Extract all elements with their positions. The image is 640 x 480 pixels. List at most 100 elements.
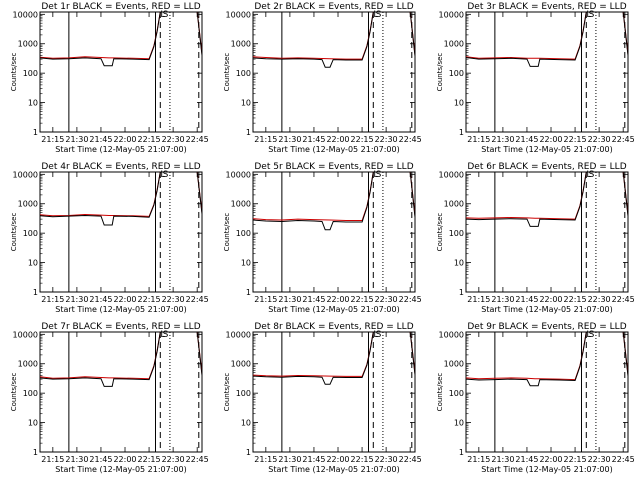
chart-title: Det 8r BLACK = Events, RED = LLD	[254, 322, 413, 332]
y-tick-label: 10000	[226, 10, 251, 19]
marker-label-s: S	[163, 170, 169, 180]
x-tick-label: 22:45	[399, 295, 422, 304]
y-tick-label: 1000	[231, 40, 251, 49]
series-line-events	[40, 172, 202, 226]
x-tick-label: 21:30	[65, 455, 88, 464]
chart-title: Det 5r BLACK = Events, RED = LLD	[254, 162, 413, 172]
series-line-events	[466, 332, 628, 387]
series-line-lld	[40, 12, 202, 60]
y-tick-label: 10	[241, 419, 251, 428]
x-tick-label: 22:30	[375, 295, 398, 304]
chart-title: Det 6r BLACK = Events, RED = LLD	[467, 162, 626, 172]
x-tick-label: 21:15	[254, 135, 277, 144]
y-tick-label: 1	[33, 288, 38, 297]
chart-panel-5: Det 5r BLACK = Events, RED = LLD 1 10 100 10…	[223, 162, 422, 314]
x-tick-label: 22:00	[326, 135, 349, 144]
series-line-lld	[253, 172, 415, 221]
series-line-lld	[466, 12, 628, 60]
x-tick-label: 22:15	[138, 455, 161, 464]
x-tick-label: 21:30	[278, 295, 301, 304]
series-line-lld	[466, 172, 628, 220]
y-tick-label: 10	[454, 99, 464, 108]
series-line-events	[466, 172, 628, 227]
x-tick-label: 22:15	[351, 455, 374, 464]
chart-title: Det 9r BLACK = Events, RED = LLD	[467, 322, 626, 332]
chart-panel-6: Det 6r BLACK = Events, RED = LLD 1 10 100 10…	[436, 162, 635, 314]
x-tick-label: 22:30	[588, 455, 611, 464]
y-tick-label: 10000	[439, 170, 464, 179]
y-tick-label: 10000	[439, 330, 464, 339]
x-tick-label: 22:00	[539, 135, 562, 144]
series-line-lld	[253, 332, 415, 377]
chart-panel-1: Det 1r BLACK = Events, RED = LLD 1 10 100 10…	[10, 2, 209, 154]
marker-label-l: L	[373, 10, 378, 20]
marker-label-s: S	[589, 10, 595, 20]
y-tick-label: 1000	[444, 40, 464, 49]
x-tick-label: 21:15	[467, 135, 490, 144]
y-axis-label: Counts/sec	[10, 373, 18, 412]
marker-label-l: L	[373, 330, 378, 340]
x-tick-label: 22:30	[588, 135, 611, 144]
plot-frame	[465, 171, 629, 293]
x-tick-label: 21:45	[89, 135, 112, 144]
y-tick-label: 1	[459, 288, 464, 297]
x-tick-label: 22:30	[162, 295, 185, 304]
x-tick-label: 21:30	[491, 295, 514, 304]
x-tick-label: 22:45	[186, 295, 209, 304]
x-tick-label: 21:45	[89, 295, 112, 304]
x-tick-label: 21:15	[254, 295, 277, 304]
x-tick-label: 22:00	[113, 455, 136, 464]
x-tick-label: 22:15	[564, 455, 587, 464]
y-tick-label: 10000	[13, 170, 38, 179]
series-line-events	[40, 332, 202, 387]
y-axis-label: Counts/sec	[436, 213, 444, 252]
y-axis-label: Counts/sec	[223, 213, 231, 252]
x-tick-label: 21:30	[65, 295, 88, 304]
series-line-lld	[40, 332, 202, 380]
x-tick-label: 21:45	[515, 135, 538, 144]
x-tick-label: 22:15	[351, 135, 374, 144]
x-tick-label: 21:15	[41, 135, 64, 144]
y-tick-label: 10	[454, 259, 464, 268]
plot-frame	[465, 331, 629, 453]
x-tick-label: 21:30	[491, 455, 514, 464]
x-tick-label: 22:45	[399, 455, 422, 464]
marker-label-l: L	[586, 10, 591, 20]
plot-frame	[252, 171, 416, 293]
x-tick-label: 22:30	[162, 135, 185, 144]
x-tick-label: 22:00	[326, 455, 349, 464]
chart-panel-9: Det 9r BLACK = Events, RED = LLD 1 10 100 10…	[436, 322, 635, 474]
plot-frame	[39, 331, 203, 453]
chart-title: Det 3r BLACK = Events, RED = LLD	[467, 2, 626, 12]
x-tick-label: 21:45	[515, 455, 538, 464]
x-axis-label: Start Time (12-May-05 21:07:00)	[481, 465, 612, 474]
x-axis-label: Start Time (12-May-05 21:07:00)	[268, 465, 399, 474]
x-tick-label: 22:15	[351, 295, 374, 304]
x-axis-label: Start Time (12-May-05 21:07:00)	[268, 145, 399, 154]
y-tick-label: 1000	[231, 200, 251, 209]
y-tick-label: 1000	[18, 200, 38, 209]
chart-title: Det 2r BLACK = Events, RED = LLD	[254, 2, 413, 12]
x-tick-label: 22:00	[113, 135, 136, 144]
plot-frame	[465, 11, 629, 133]
marker-label-l: L	[586, 170, 591, 180]
y-tick-label: 100	[236, 229, 251, 238]
x-tick-label: 22:30	[375, 455, 398, 464]
y-tick-label: 100	[23, 69, 38, 78]
y-tick-label: 100	[236, 69, 251, 78]
y-axis-label: Counts/sec	[223, 53, 231, 92]
series-line-events	[466, 12, 628, 67]
x-tick-label: 21:15	[467, 455, 490, 464]
y-tick-label: 10	[241, 259, 251, 268]
y-tick-label: 1	[33, 448, 38, 457]
y-tick-label: 1000	[444, 360, 464, 369]
x-tick-label: 22:45	[186, 455, 209, 464]
y-axis-label: Counts/sec	[436, 53, 444, 92]
x-tick-label: 22:45	[399, 135, 422, 144]
y-tick-label: 10000	[13, 10, 38, 19]
marker-label-s: S	[163, 330, 169, 340]
marker-label-l: L	[586, 330, 591, 340]
x-tick-label: 22:45	[612, 455, 635, 464]
x-axis-label: Start Time (12-May-05 21:07:00)	[481, 305, 612, 314]
series-line-lld	[253, 12, 415, 60]
